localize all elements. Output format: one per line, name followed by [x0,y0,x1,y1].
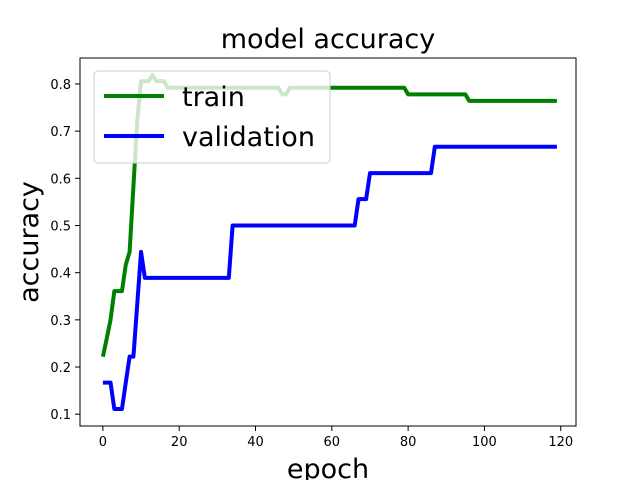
y-tick-label: 0.2 [50,361,71,376]
legend-label-validation: validation [182,122,315,153]
y-tick-label: 0.8 [50,78,71,93]
x-tick-label: 100 [472,435,497,450]
x-tick-label: 80 [400,435,417,450]
y-tick-label: 0.1 [50,408,71,423]
y-tick-label: 0.7 [50,125,71,140]
y-tick-label: 0.4 [50,267,71,282]
y-tick-label: 0.3 [50,314,71,329]
y-axis-label: accuracy [14,181,45,303]
series-line-validation [102,144,557,412]
x-tick-label: 40 [247,435,264,450]
y-tick-label: 0.6 [50,172,71,187]
y-axis-ticks: 0.1 0.2 0.3 0.4 0.5 0.6 0.7 0.8 [50,78,80,423]
y-tick-label: 0.5 [50,219,71,234]
chart-title: model accuracy [221,24,435,55]
x-tick-label: 120 [548,435,573,450]
plot-area [79,57,577,427]
x-tick-label: 0 [99,435,107,450]
x-axis-label: epoch [287,454,369,480]
x-tick-label: 20 [171,435,188,450]
legend: train validation [93,70,331,164]
x-tick-label: 60 [324,435,341,450]
legend-label-train: train [182,82,245,113]
x-axis-ticks: 0 20 40 60 80 100 120 [99,426,573,450]
